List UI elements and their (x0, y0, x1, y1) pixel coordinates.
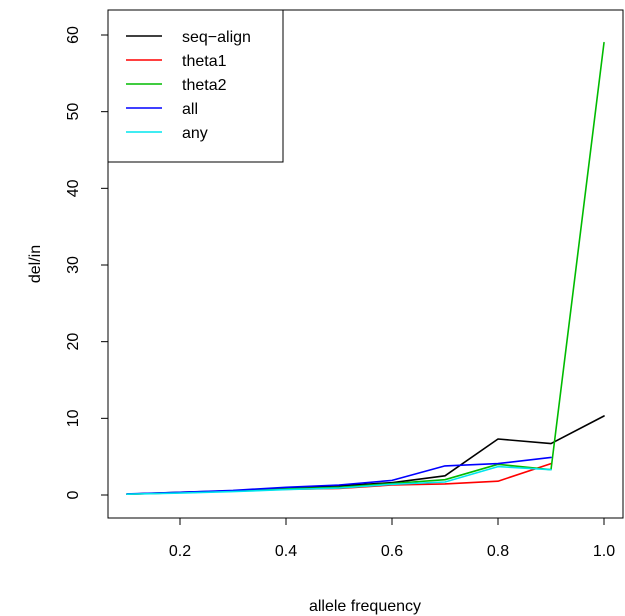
series-line-all (126, 456, 552, 495)
x-tick-label: 0.2 (169, 543, 191, 560)
legend-label-any: any (182, 125, 208, 142)
x-axis-title: allele frequency (309, 598, 421, 615)
x-tick-label: 1.0 (593, 543, 615, 560)
legend-label-theta2: theta2 (182, 77, 227, 94)
legend-box (107, 9, 284, 163)
y-tick-label: 10 (65, 409, 82, 427)
y-axis: 0 10 20 30 40 50 60 (65, 26, 109, 499)
y-tick-label: 60 (65, 26, 82, 44)
series-line-any (126, 465, 552, 496)
y-tick-label: 40 (65, 179, 82, 197)
y-tick-label: 0 (65, 490, 82, 499)
legend: seq−align theta1 theta2 all any (107, 9, 284, 163)
legend-label-seq-align: seq−align (182, 29, 251, 46)
y-axis-title: del/in (27, 245, 44, 283)
y-tick-label: 20 (65, 333, 82, 351)
x-tick-label: 0.8 (487, 543, 509, 560)
series-layer (126, 41, 605, 496)
series-line-theta2 (126, 41, 605, 496)
y-tick-label: 50 (65, 103, 82, 121)
y-tick-label: 30 (65, 256, 82, 274)
x-axis: 0.2 0.4 0.6 0.8 1.0 (169, 517, 615, 560)
x-tick-label: 0.4 (275, 543, 297, 560)
legend-label-all: all (182, 101, 198, 118)
x-tick-label: 0.6 (381, 543, 403, 560)
legend-label-theta1: theta1 (182, 53, 227, 70)
